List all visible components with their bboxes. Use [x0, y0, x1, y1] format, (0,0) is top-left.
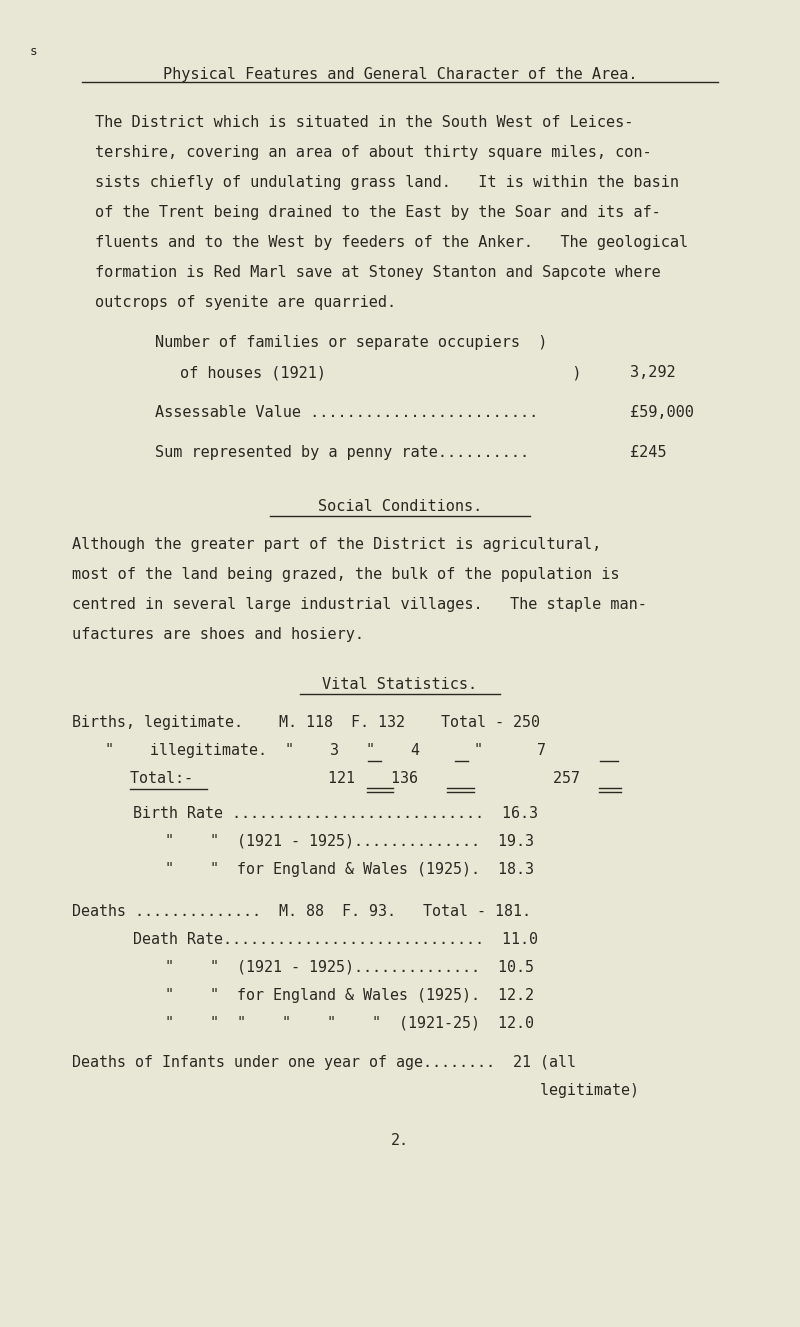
Text: centred in several large industrial villages.   The staple man-: centred in several large industrial vill… — [72, 597, 647, 612]
Text: ufactures are shoes and hosiery.: ufactures are shoes and hosiery. — [72, 626, 364, 642]
Text: s: s — [30, 45, 38, 58]
Text: Assessable Value .........................: Assessable Value .......................… — [155, 405, 538, 421]
Text: Number of families or separate occupiers  ): Number of families or separate occupiers… — [155, 334, 547, 350]
Text: Total:-               121    136               257: Total:- 121 136 257 — [130, 771, 580, 786]
Text: Deaths of Infants under one year of age........  21 (all: Deaths of Infants under one year of age.… — [72, 1055, 576, 1070]
Text: of the Trent being drained to the East by the Soar and its af-: of the Trent being drained to the East b… — [95, 204, 661, 220]
Text: sists chiefly of undulating grass land.   It is within the basin: sists chiefly of undulating grass land. … — [95, 175, 679, 190]
Text: Social Conditions.: Social Conditions. — [318, 499, 482, 514]
Text: Although the greater part of the District is agricultural,: Although the greater part of the Distric… — [72, 537, 602, 552]
Text: "    "  for England & Wales (1925).  18.3: " " for England & Wales (1925). 18.3 — [165, 863, 534, 877]
Text: Vital Statistics.: Vital Statistics. — [322, 677, 478, 691]
Text: fluents and to the West by feeders of the Anker.   The geological: fluents and to the West by feeders of th… — [95, 235, 688, 249]
Text: Death Rate.............................  11.0: Death Rate............................. … — [133, 932, 538, 947]
Text: Birth Rate ............................  16.3: Birth Rate ............................ … — [133, 805, 538, 821]
Text: Sum represented by a penny rate..........: Sum represented by a penny rate.........… — [155, 445, 529, 460]
Text: 3,292: 3,292 — [630, 365, 676, 380]
Text: Births, legitimate.    M. 118  F. 132    Total - 250: Births, legitimate. M. 118 F. 132 Total … — [72, 715, 540, 730]
Text: "    illegitimate.  "    3   "    4      "      7: " illegitimate. " 3 " 4 " 7 — [105, 743, 546, 758]
Text: The District which is situated in the South West of Leices-: The District which is situated in the So… — [95, 115, 634, 130]
Text: legitimate): legitimate) — [72, 1083, 639, 1097]
Text: most of the land being grazed, the bulk of the population is: most of the land being grazed, the bulk … — [72, 567, 619, 583]
Text: "    "  "    "    "    "  (1921-25)  12.0: " " " " " " (1921-25) 12.0 — [165, 1016, 534, 1031]
Text: formation is Red Marl save at Stoney Stanton and Sapcote where: formation is Red Marl save at Stoney Sta… — [95, 265, 661, 280]
Text: tershire, covering an area of about thirty square miles, con-: tershire, covering an area of about thir… — [95, 145, 652, 161]
Text: Physical Features and General Character of the Area.: Physical Features and General Character … — [162, 66, 638, 82]
Text: 2.: 2. — [391, 1133, 409, 1148]
Text: "    "  (1921 - 1925)..............  19.3: " " (1921 - 1925).............. 19.3 — [165, 833, 534, 849]
Text: £59,000: £59,000 — [630, 405, 694, 421]
Text: "    "  for England & Wales (1925).  12.2: " " for England & Wales (1925). 12.2 — [165, 989, 534, 1003]
Text: of houses (1921)                           ): of houses (1921) ) — [180, 365, 582, 380]
Text: £245: £245 — [630, 445, 666, 460]
Text: Deaths ..............  M. 88  F. 93.   Total - 181.: Deaths .............. M. 88 F. 93. Total… — [72, 904, 531, 920]
Text: "    "  (1921 - 1925)..............  10.5: " " (1921 - 1925).............. 10.5 — [165, 959, 534, 975]
Text: outcrops of syenite are quarried.: outcrops of syenite are quarried. — [95, 295, 396, 311]
